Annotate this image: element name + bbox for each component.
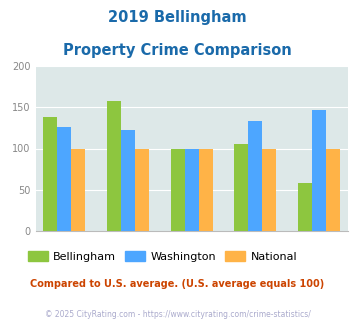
Bar [135, 148, 149, 231]
Bar [171, 148, 185, 231]
Bar [71, 148, 85, 231]
Bar [262, 148, 277, 231]
Bar [185, 148, 199, 231]
Bar [234, 145, 248, 231]
Legend: Bellingham, Washington, National: Bellingham, Washington, National [23, 247, 302, 266]
Bar [199, 148, 213, 231]
Bar [57, 127, 71, 231]
Bar [326, 148, 340, 231]
Text: © 2025 CityRating.com - https://www.cityrating.com/crime-statistics/: © 2025 CityRating.com - https://www.city… [45, 310, 310, 319]
Bar [312, 110, 326, 231]
Text: 2019 Bellingham: 2019 Bellingham [108, 10, 247, 25]
Text: Property Crime Comparison: Property Crime Comparison [63, 43, 292, 58]
Bar [248, 121, 262, 231]
Text: Compared to U.S. average. (U.S. average equals 100): Compared to U.S. average. (U.S. average … [31, 279, 324, 289]
Bar [121, 130, 135, 231]
Bar [43, 117, 57, 231]
Bar [298, 183, 312, 231]
Bar [107, 101, 121, 231]
